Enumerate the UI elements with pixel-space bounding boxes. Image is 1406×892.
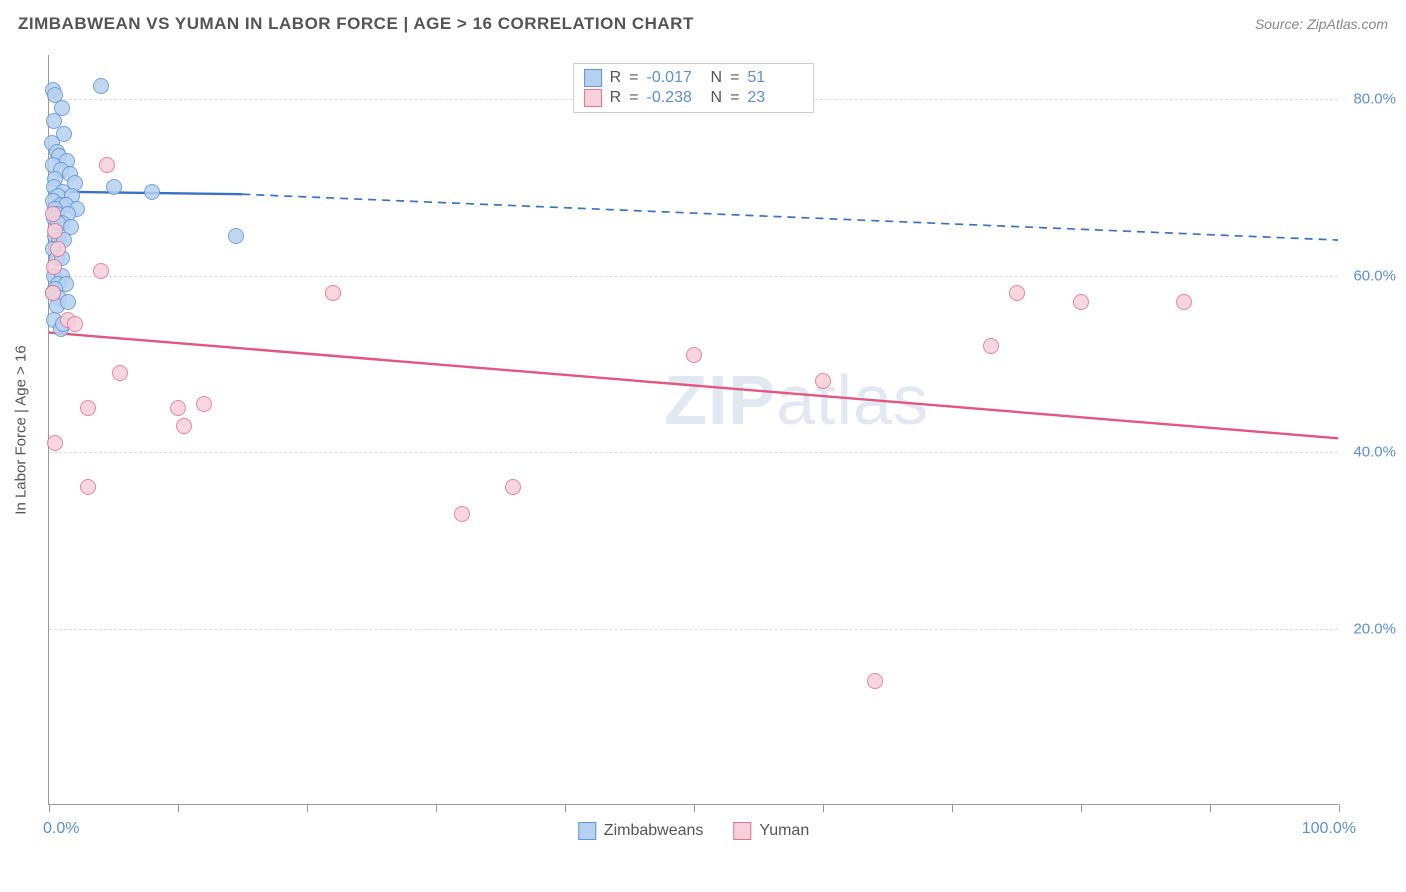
x-tick [49, 804, 50, 812]
source-label: Source: ZipAtlas.com [1255, 16, 1388, 32]
legend-R-value: -0.017 [647, 69, 703, 87]
scatter-point-zimbabweans [93, 78, 109, 94]
x-tick [178, 804, 179, 812]
legend-label: Zimbabweans [604, 822, 704, 840]
y-axis-title: In Labor Force | Age > 16 [13, 345, 30, 514]
legend-R-label: R [610, 69, 622, 87]
scatter-point-yuman [1176, 294, 1192, 310]
scatter-point-yuman [67, 316, 83, 332]
legend-series: Zimbabweans Yuman [578, 822, 809, 840]
y-tick-label: 60.0% [1346, 267, 1396, 284]
legend-N-value: 23 [747, 89, 803, 107]
scatter-point-yuman [80, 400, 96, 416]
scatter-point-yuman [196, 396, 212, 412]
scatter-point-yuman [454, 506, 470, 522]
chart-title: ZIMBABWEAN VS YUMAN IN LABOR FORCE | AGE… [18, 14, 694, 34]
x-tick [1339, 804, 1340, 812]
x-tick [1081, 804, 1082, 812]
legend-N-label: N [711, 89, 723, 107]
equals-icon: = [629, 69, 638, 87]
legend-swatch-zimbabweans [584, 69, 602, 87]
title-bar: ZIMBABWEAN VS YUMAN IN LABOR FORCE | AGE… [18, 14, 1388, 34]
trend-lines-svg [49, 55, 1338, 804]
x-tick [952, 804, 953, 812]
legend-N-value: 51 [747, 69, 803, 87]
scatter-point-yuman [686, 347, 702, 363]
legend-item-yuman: Yuman [733, 822, 809, 840]
scatter-point-yuman [47, 223, 63, 239]
x-axis-label-min: 0.0% [43, 820, 79, 838]
legend-stat-row-yuman: R = -0.238 N = 23 [584, 88, 804, 108]
scatter-point-yuman [47, 435, 63, 451]
scatter-point-yuman [325, 285, 341, 301]
scatter-point-yuman [1073, 294, 1089, 310]
equals-icon: = [730, 69, 739, 87]
x-tick [436, 804, 437, 812]
legend-item-zimbabweans: Zimbabweans [578, 822, 704, 840]
legend-label: Yuman [759, 822, 809, 840]
legend-swatch-zimbabweans [578, 822, 596, 840]
legend-N-label: N [711, 69, 723, 87]
scatter-point-yuman [93, 263, 109, 279]
scatter-point-yuman [170, 400, 186, 416]
x-tick [1210, 804, 1211, 812]
legend-correlation: R = -0.017 N = 51 R = -0.238 N = 23 [573, 63, 815, 113]
legend-stat-row-zimbabweans: R = -0.017 N = 51 [584, 68, 804, 88]
scatter-point-yuman [112, 365, 128, 381]
scatter-point-zimbabweans [228, 228, 244, 244]
y-tick-label: 40.0% [1346, 444, 1396, 461]
legend-R-value: -0.238 [647, 89, 703, 107]
x-tick [694, 804, 695, 812]
scatter-point-yuman [80, 479, 96, 495]
legend-R-label: R [610, 89, 622, 107]
legend-swatch-yuman [733, 822, 751, 840]
equals-icon: = [730, 89, 739, 107]
scatter-point-yuman [505, 479, 521, 495]
scatter-point-yuman [99, 157, 115, 173]
legend-swatch-yuman [584, 89, 602, 107]
x-tick [565, 804, 566, 812]
plot-area: ZIPatlas 20.0%40.0%60.0%80.0% In Labor F… [48, 55, 1338, 805]
scatter-point-yuman [45, 285, 61, 301]
scatter-point-yuman [45, 206, 61, 222]
x-axis-label-max: 100.0% [1302, 820, 1356, 838]
scatter-point-zimbabweans [144, 184, 160, 200]
trend-line-dashed-zimbabweans [242, 194, 1338, 240]
scatter-point-yuman [1009, 285, 1025, 301]
scatter-point-yuman [50, 241, 66, 257]
scatter-point-yuman [176, 418, 192, 434]
scatter-point-zimbabweans [60, 294, 76, 310]
x-tick [823, 804, 824, 812]
scatter-point-yuman [46, 259, 62, 275]
chart-container: ZIMBABWEAN VS YUMAN IN LABOR FORCE | AGE… [0, 0, 1406, 892]
equals-icon: = [629, 89, 638, 107]
scatter-point-zimbabweans [106, 179, 122, 195]
scatter-point-yuman [815, 373, 831, 389]
y-tick-label: 20.0% [1346, 620, 1396, 637]
y-tick-label: 80.0% [1346, 91, 1396, 108]
scatter-point-yuman [983, 338, 999, 354]
scatter-point-yuman [867, 673, 883, 689]
x-tick [307, 804, 308, 812]
